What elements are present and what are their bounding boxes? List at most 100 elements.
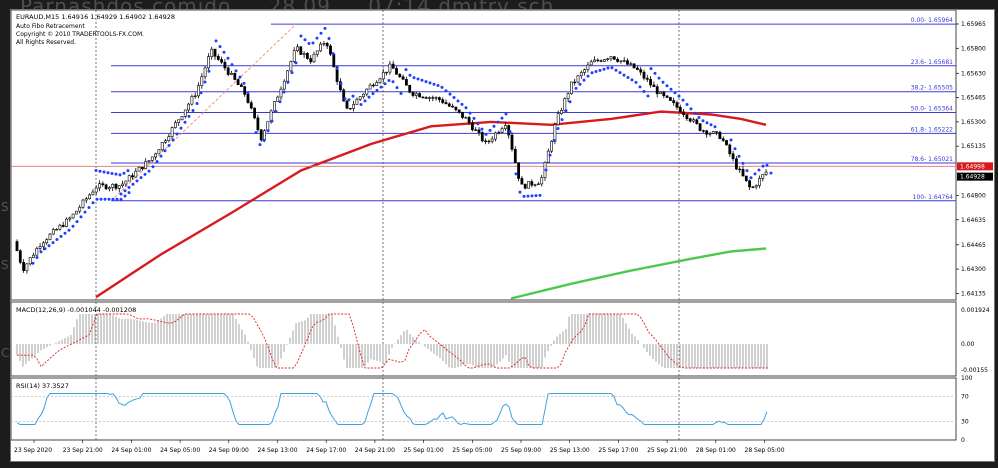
candle-body <box>230 72 233 75</box>
sar-dot <box>55 238 59 242</box>
sar-dot <box>311 41 315 45</box>
sar-dot <box>432 82 436 86</box>
sar-dot <box>460 102 464 106</box>
sar-dot <box>436 84 440 88</box>
candle-body <box>381 72 385 80</box>
sar-dot <box>428 81 432 85</box>
candle-body <box>546 150 550 163</box>
candle-body <box>569 81 573 94</box>
sar-dot <box>733 147 737 151</box>
sar-dot <box>106 171 110 175</box>
candle-body <box>272 101 276 112</box>
sar-dot <box>564 109 568 113</box>
sar-dot <box>323 26 327 30</box>
candle-body <box>279 88 283 98</box>
sar-dot <box>488 128 492 132</box>
sar-dot <box>508 130 512 134</box>
sar-dot <box>610 66 614 70</box>
side-mark-1: S <box>1 200 9 214</box>
sar-dot <box>123 189 127 193</box>
time-tick-label: 24 Sep 13:00 <box>258 447 298 454</box>
candle-body <box>167 136 171 142</box>
candle-body <box>659 91 662 95</box>
sar-dot <box>504 112 508 116</box>
candle-body <box>121 183 125 186</box>
sar-dot <box>203 80 207 84</box>
sar-dot <box>685 102 689 106</box>
chart-window[interactable]: EURAUD,M15 1.64916 1.64929 1.64902 1.649… <box>10 9 995 462</box>
candle-body <box>249 102 253 109</box>
sar-dot <box>424 80 428 84</box>
candle-body <box>678 107 682 113</box>
macd-histogram <box>16 314 768 368</box>
sar-dot <box>701 119 705 123</box>
candle-body <box>470 122 474 131</box>
time-tick-label: 28 Sep 01:00 <box>696 447 736 454</box>
rsi-line <box>16 393 768 426</box>
candle-body <box>758 178 761 186</box>
sar-dot <box>207 69 211 73</box>
candle-body <box>748 180 752 188</box>
sar-dot <box>387 79 391 83</box>
price-axis[interactable]: 1.65965 1.65800 1.65630 1.65465 1.65300 1.651… <box>956 21 986 297</box>
rsi-panel[interactable] <box>10 377 957 441</box>
macd-panel[interactable] <box>10 301 957 377</box>
sar-dot <box>347 98 351 102</box>
sar-dot <box>448 92 452 96</box>
candle-body <box>65 218 68 227</box>
time-tick-label: 24 Sep 21:00 <box>355 447 395 454</box>
candle-body <box>725 140 728 146</box>
sar-dot <box>713 125 717 129</box>
candle-body <box>721 138 725 141</box>
candle-body <box>408 84 412 93</box>
chart-canvas[interactable]: EURAUD,M15 1.64916 1.64929 1.64902 1.649… <box>10 9 994 461</box>
sar-dot <box>226 56 230 60</box>
candle-body <box>418 93 422 98</box>
side-mark-2: S <box>1 258 9 272</box>
time-tick-label: 25 Sep 09:00 <box>501 447 541 454</box>
sar-dot <box>222 50 226 54</box>
candle-body <box>197 85 200 97</box>
candle-body <box>523 183 527 189</box>
sar-dot <box>412 76 416 80</box>
candle-body <box>517 162 521 179</box>
price-tick-label: 1.64800 <box>961 192 986 199</box>
candle-body <box>15 241 19 252</box>
candle-body <box>68 217 72 220</box>
sar-dot <box>614 68 618 72</box>
current-price-label: 1.64928 <box>960 174 985 181</box>
candle-body <box>282 80 286 90</box>
candle-body <box>207 56 210 69</box>
sar-dot <box>290 71 294 75</box>
candle-body <box>533 184 537 186</box>
candle-body <box>642 71 646 79</box>
candle-body <box>71 213 75 219</box>
sar-dot <box>468 111 472 115</box>
sar-dot <box>753 172 757 176</box>
candle-body <box>164 140 167 143</box>
candle-body <box>203 67 207 78</box>
sar-dot <box>653 71 657 75</box>
sar-dot <box>214 39 218 43</box>
macd-axis: 0.001924 0.00 -0.00155 <box>961 307 990 374</box>
candle-body <box>718 131 722 140</box>
sar-dot <box>254 131 258 135</box>
candle-body <box>35 248 39 256</box>
sar-dot <box>594 70 598 74</box>
macd-tick-label: 0.00 <box>961 341 975 348</box>
sar-dot <box>500 116 504 120</box>
time-axis[interactable]: 23 Sep 2020 23 Sep 21:00 24 Sep 01:00 24 Se… <box>14 440 785 454</box>
candle-body <box>616 58 620 62</box>
candle-body <box>18 250 22 263</box>
sar-dot <box>175 132 179 136</box>
sar-dot <box>51 241 55 245</box>
candle-body <box>329 45 332 55</box>
fibo-label: 38.2- 1.65505 <box>911 85 953 92</box>
sar-dot <box>657 76 661 80</box>
fibo-label: 61.8- 1.65222 <box>911 126 953 133</box>
candle-body <box>738 168 742 171</box>
sar-dot <box>87 205 91 209</box>
fibo-label: 50.0- 1.65364 <box>911 105 953 112</box>
main-panel[interactable] <box>10 9 957 301</box>
candle-body <box>378 78 382 83</box>
